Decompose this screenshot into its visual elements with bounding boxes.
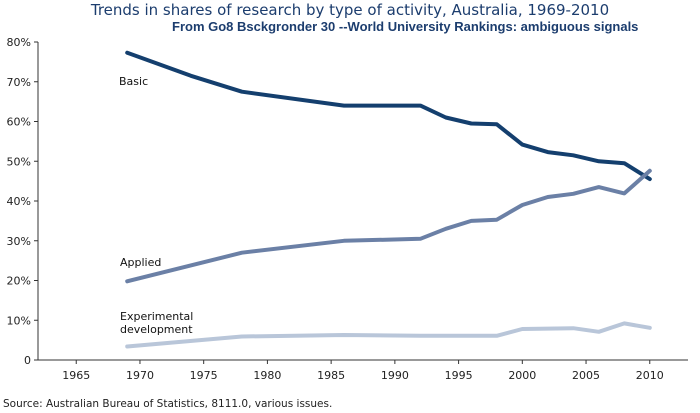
x-tick-label: 1965 — [62, 369, 90, 382]
x-tick-label: 1970 — [126, 369, 154, 382]
y-tick-label: 10% — [7, 314, 31, 327]
x-tick-label: 1975 — [190, 369, 218, 382]
x-tick-label: 1990 — [381, 369, 409, 382]
series-label-basic: Basic — [119, 75, 148, 88]
y-tick-label: 80% — [7, 36, 31, 49]
y-tick-label: 70% — [7, 76, 31, 89]
x-tick-label: 2000 — [508, 369, 536, 382]
series-label-applied: Applied — [120, 256, 161, 269]
y-tick-label: 0 — [24, 354, 31, 367]
chart-subtitle: From Go8 Bsckgronder 30 --World Universi… — [172, 19, 639, 34]
x-tick-label: 1995 — [445, 369, 473, 382]
y-tick-label: 50% — [7, 155, 31, 168]
series-line-basic — [125, 50, 652, 182]
x-tick-label: 1980 — [253, 369, 281, 382]
chart-title: Trends in shares of research by type of … — [90, 1, 610, 19]
y-tick-label: 30% — [7, 235, 31, 248]
source-note: Source: Australian Bureau of Statistics,… — [3, 398, 333, 410]
x-tick-label: 1985 — [317, 369, 345, 382]
x-tick-label: 2005 — [572, 369, 600, 382]
y-tick-label: 20% — [7, 275, 31, 288]
series-line-experimental-development — [125, 321, 652, 349]
series-line-applied — [125, 168, 652, 284]
series-label-experimental-development: Experimental development — [120, 310, 193, 336]
y-tick-label: 40% — [7, 195, 31, 208]
chart-axes: 0 10% 20% 30% 40% 50% 60% 70% 80% 1965 1970 1975 198… — [7, 36, 688, 382]
y-tick-label: 60% — [7, 116, 31, 129]
chart-series — [125, 50, 652, 349]
chart-series-labels: Basic Applied Experimental development — [119, 75, 193, 336]
x-tick-label: 2010 — [636, 369, 664, 382]
